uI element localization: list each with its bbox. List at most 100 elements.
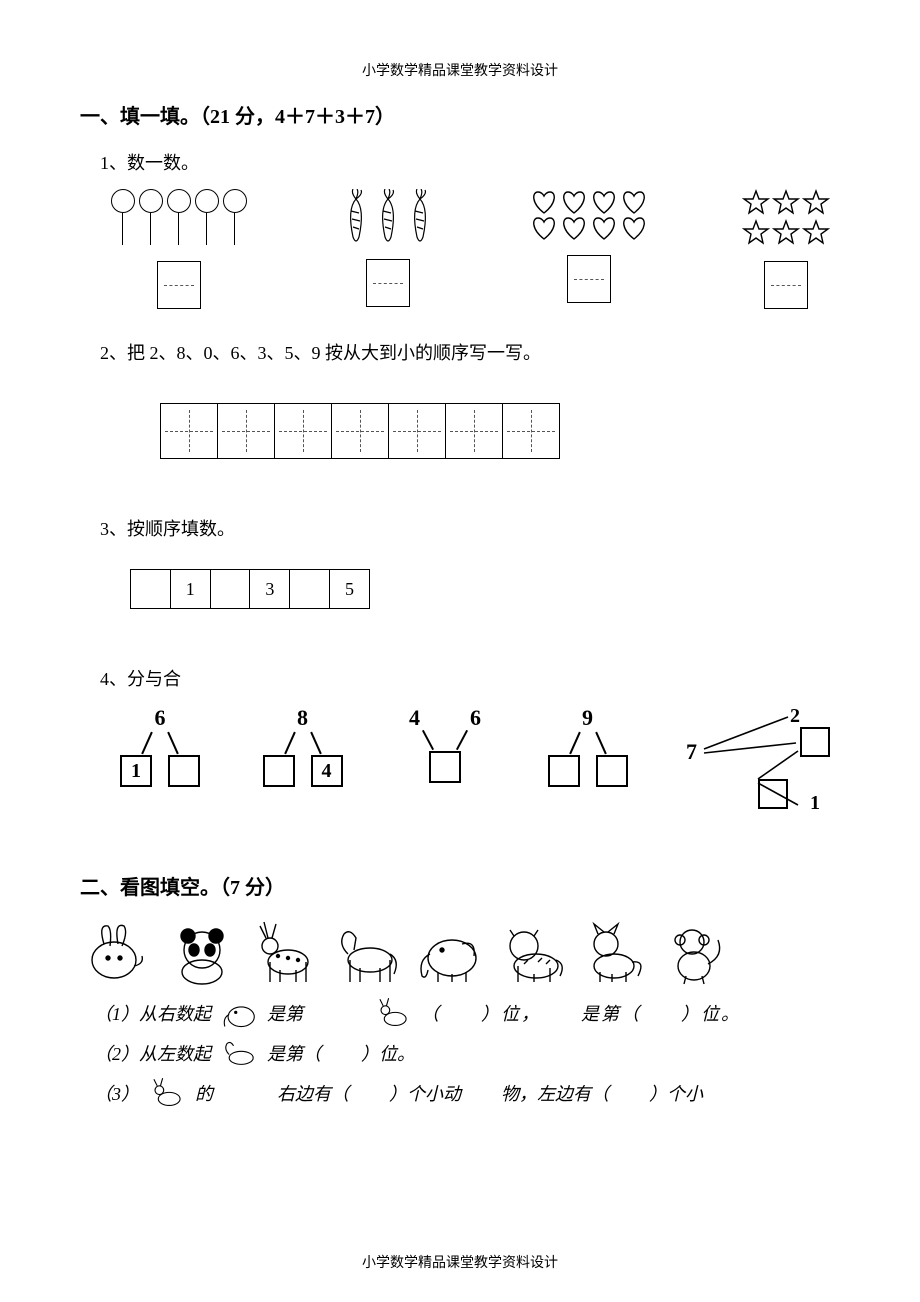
heart-grid — [529, 189, 649, 241]
star-icon — [802, 189, 830, 217]
section2-title: 二、看图填空。（7 分） — [80, 871, 840, 900]
s2-line1: （1）从右数起 是第 （）位， 是第（）位。 — [94, 996, 840, 1032]
horse-icon — [219, 1036, 259, 1072]
s2-line2: （2）从左数起 是第（ ）位。 — [94, 1036, 840, 1072]
q1-hearts — [529, 189, 649, 309]
seq-cell: 5 — [330, 570, 369, 608]
bond-val: 2 — [790, 705, 800, 728]
star-icon — [742, 219, 770, 247]
carrot-icon — [341, 189, 371, 245]
paren-tail: ）位。 — [681, 996, 741, 1032]
lollipop-icon — [166, 189, 192, 247]
q1-row — [80, 189, 840, 309]
carrot-icon — [373, 189, 403, 245]
lollipop-icon — [138, 189, 164, 247]
text: （3） — [94, 1076, 139, 1112]
deer-icon — [147, 1076, 187, 1112]
bond-9: 9 — [538, 705, 638, 795]
paren: （ — [421, 996, 441, 1032]
section1-points: （21 分，4＋7＋3＋7） — [200, 106, 395, 128]
worksheet-page: 小学数学精品课堂教学资料设计 一、填一填。（21 分，4＋7＋3＋7） 1、数一… — [0, 0, 920, 1302]
animals-row — [84, 920, 840, 986]
seq-cell: 1 — [171, 570, 211, 608]
answer-cell[interactable] — [389, 404, 446, 458]
answer-cell[interactable] — [218, 404, 275, 458]
answer-box[interactable] — [157, 261, 201, 309]
bond-top: 9 — [538, 705, 638, 731]
bond-4-6: 4 6 — [395, 705, 495, 795]
answer-box[interactable] — [366, 259, 410, 307]
star-icon — [772, 219, 800, 247]
answer-box[interactable] — [764, 261, 808, 309]
paren: 是第（ — [581, 996, 641, 1032]
star-icon — [772, 189, 800, 217]
q3-label: 3、按顺序填数。 — [100, 515, 840, 541]
heart-icon — [529, 215, 559, 241]
bond-box[interactable] — [263, 755, 295, 787]
q1-label: 1、数一数。 — [100, 149, 840, 175]
carrot-row — [341, 189, 435, 245]
tiger-icon — [494, 920, 566, 986]
heart-icon — [559, 189, 589, 215]
heart-icon — [529, 189, 559, 215]
cat-icon — [576, 920, 648, 986]
seq-cell[interactable] — [211, 570, 251, 608]
panda-icon — [166, 920, 238, 986]
bond-top: 8 — [253, 705, 353, 731]
lollipop-icon — [222, 189, 248, 247]
heart-icon — [589, 189, 619, 215]
text: （2）从左数起 — [94, 1036, 211, 1072]
s2-line3: （3） 的 右边有（）个小动 物，左边有（）个小 — [94, 1076, 840, 1112]
elephant-icon — [219, 996, 259, 1032]
bond-box[interactable] — [429, 751, 461, 783]
bond-top: 4 — [409, 705, 420, 731]
seq-cell[interactable] — [131, 570, 171, 608]
answer-cell[interactable] — [503, 404, 559, 458]
q1-stars — [742, 189, 830, 309]
heart-icon — [559, 215, 589, 241]
lollipop-icon — [194, 189, 220, 247]
bond-val: 1 — [810, 792, 820, 815]
text: 物，左边有（ — [501, 1076, 609, 1112]
answer-cell[interactable] — [161, 404, 218, 458]
bond-box[interactable] — [168, 755, 200, 787]
deer-icon — [248, 920, 320, 986]
q4-label: 4、分与合 — [100, 665, 840, 691]
bond-top: 6 — [470, 705, 481, 731]
q2-grid — [160, 403, 560, 459]
carrot-icon — [405, 189, 435, 245]
text: （1）从右数起 — [94, 996, 211, 1032]
star-icon — [742, 189, 770, 217]
lollipop-row — [110, 189, 248, 247]
paren-tail: ）位， — [481, 996, 541, 1032]
answer-cell[interactable] — [332, 404, 389, 458]
q4-row: 6 1 8 4 4 6 9 — [80, 705, 840, 815]
star-grid — [742, 189, 830, 247]
bond-val: 7 — [686, 739, 697, 765]
bond-box[interactable] — [596, 755, 628, 787]
answer-cell[interactable] — [275, 404, 332, 458]
page-header: 小学数学精品课堂教学资料设计 — [80, 60, 840, 80]
horse-icon — [330, 920, 402, 986]
answer-box[interactable] — [567, 255, 611, 303]
q1-lollipops — [110, 189, 248, 309]
seq-cell: 3 — [250, 570, 290, 608]
seq-cell[interactable] — [290, 570, 330, 608]
heart-icon — [589, 215, 619, 241]
page-footer: 小学数学精品课堂教学资料设计 — [0, 1252, 920, 1272]
elephant-icon — [412, 920, 484, 986]
bond-box[interactable] — [758, 779, 788, 809]
text: 是第（ — [267, 1036, 321, 1072]
section1-lead: 一、填一填。 — [80, 106, 200, 128]
rabbit-icon — [84, 920, 156, 986]
bond-box[interactable] — [800, 727, 830, 757]
bond-8: 8 4 — [253, 705, 353, 795]
bond-6: 6 1 — [110, 705, 210, 795]
text: ）个小动 — [389, 1076, 461, 1112]
text: ）个小 — [649, 1076, 703, 1112]
bond-box[interactable] — [548, 755, 580, 787]
bond-box: 1 — [120, 755, 152, 787]
text: ）位。 — [361, 1036, 415, 1072]
bond-box: 4 — [311, 755, 343, 787]
answer-cell[interactable] — [446, 404, 503, 458]
